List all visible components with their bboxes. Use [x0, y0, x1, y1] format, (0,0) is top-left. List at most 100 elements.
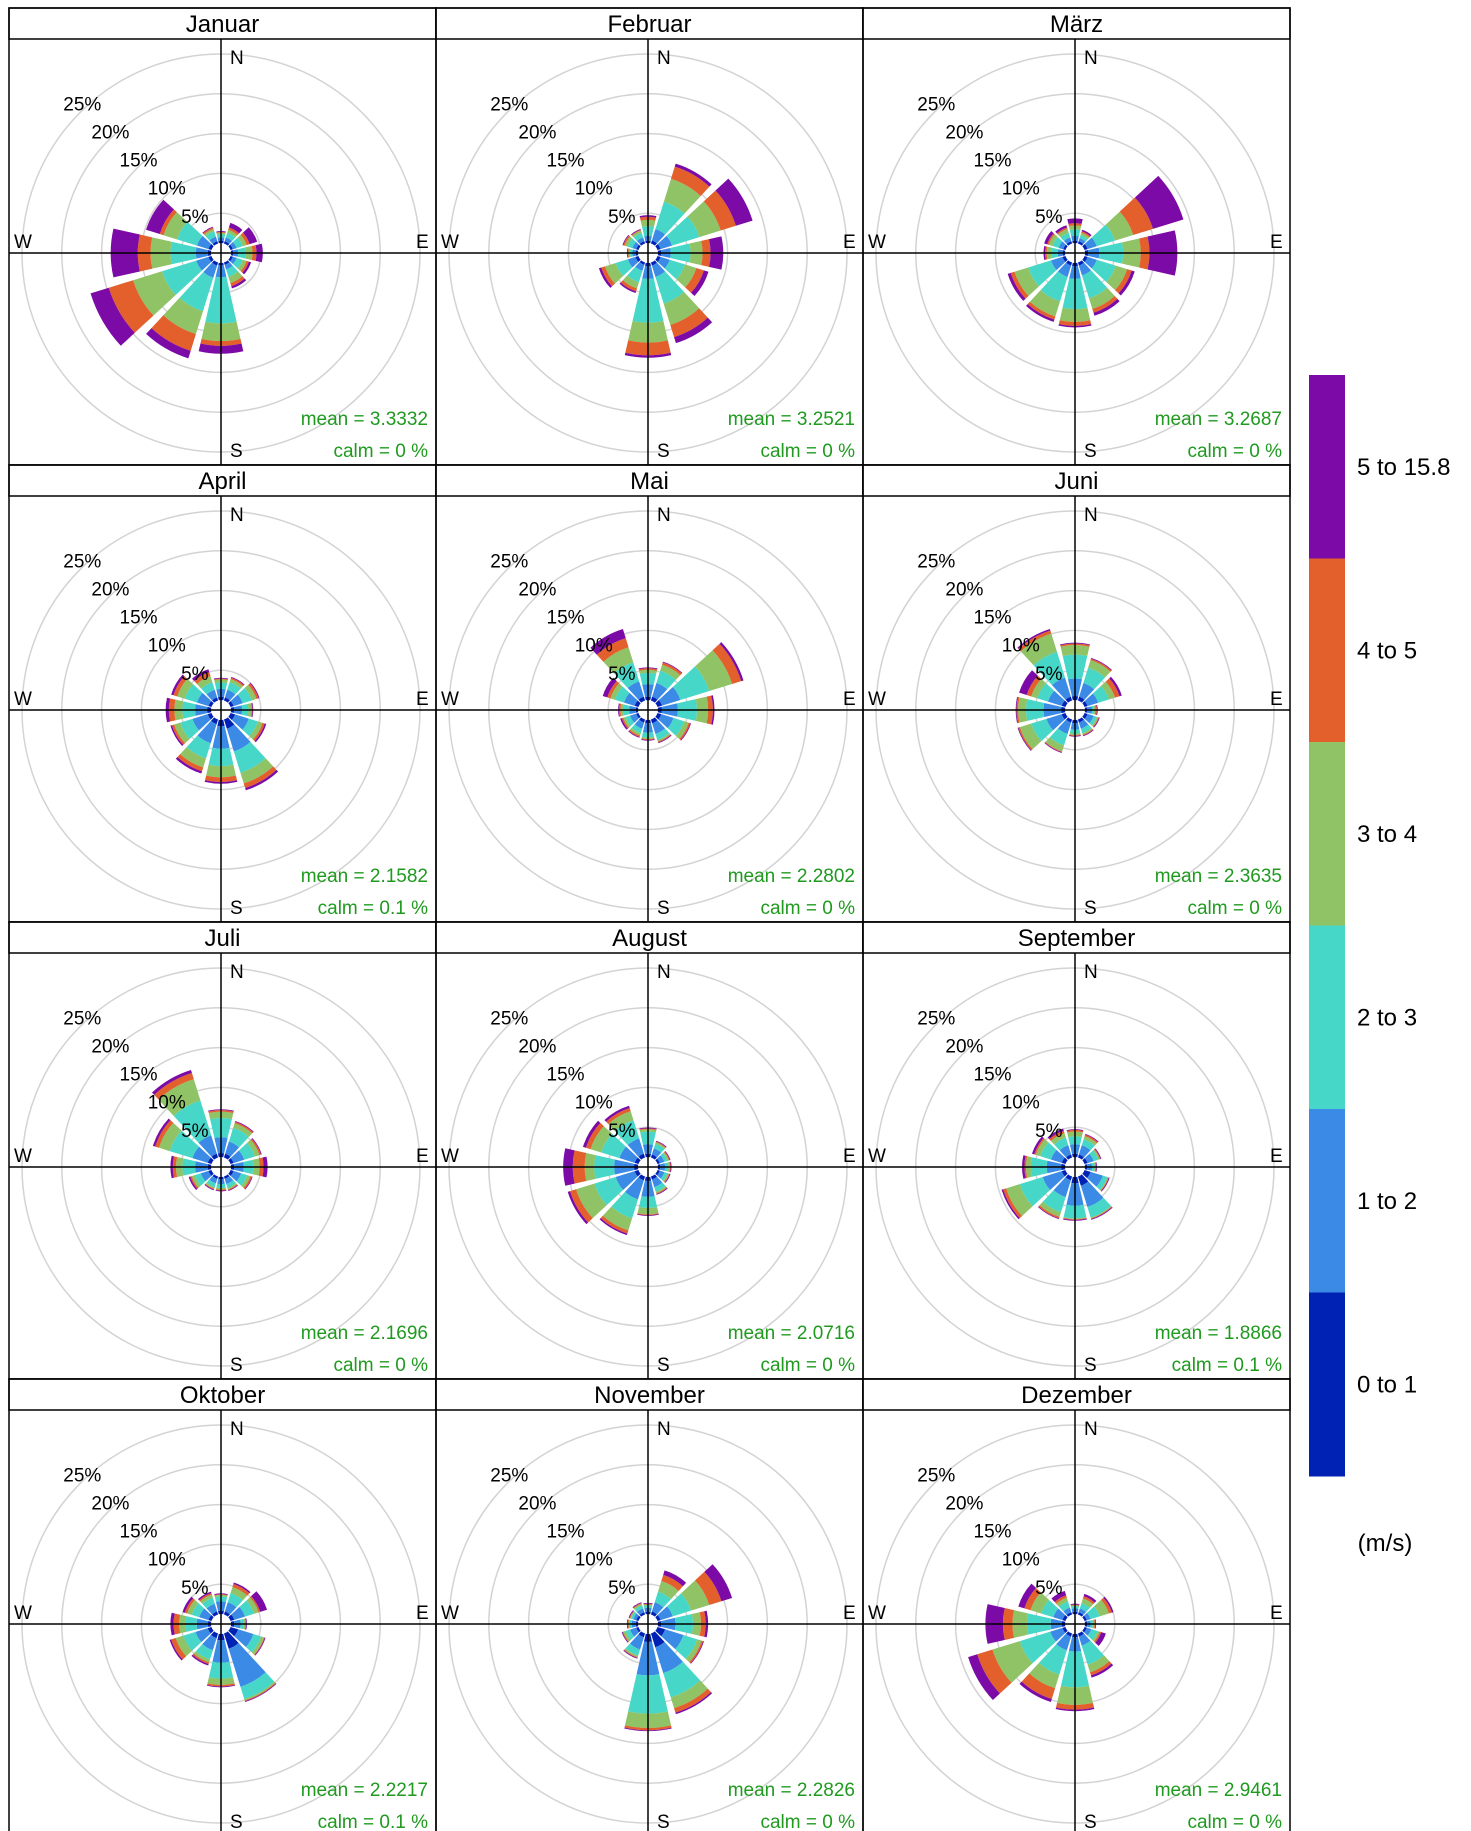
petal-240deg-bin-4 [576, 1183, 607, 1219]
petal-210deg-bin-1 [1066, 717, 1073, 723]
petal-240deg-bin-5 [1018, 727, 1033, 751]
petal-300deg-bin-2 [196, 692, 212, 707]
petal-240deg-bin-4 [191, 1175, 201, 1188]
mean-value: mean = 2.1696 [301, 1323, 428, 1344]
petal-60deg-bin-6 [251, 1138, 262, 1155]
panel-title: März [1050, 11, 1103, 38]
petal-120deg-bin-4 [1099, 1177, 1109, 1191]
petal-120deg-bin-4 [249, 721, 263, 740]
petal-330deg-bin-5 [1054, 1595, 1067, 1604]
petal-330deg-bin-3 [633, 232, 644, 241]
petal-330deg-bin-6 [1047, 1128, 1064, 1140]
mean-value: mean = 2.3635 [1155, 866, 1282, 887]
petal-240deg-bin-6 [598, 267, 613, 288]
compass-e: E [1270, 1146, 1283, 1167]
petal-240deg-bin-4 [604, 263, 624, 284]
panel-strip [862, 7, 1291, 40]
ring-label: 15% [547, 1065, 585, 1086]
petal-30deg-bin-6 [1083, 1593, 1097, 1603]
compass-n: N [1084, 505, 1098, 526]
ring-label: 15% [547, 151, 585, 172]
legend-swatch [1309, 1292, 1345, 1477]
petal-30deg-bin-1 [223, 1611, 230, 1617]
petal-120deg-bin-6 [1093, 717, 1100, 728]
petal-240deg-bin-1 [207, 1626, 214, 1634]
petal-120deg-bin-6 [680, 723, 692, 741]
petal-180deg-bin-5 [1063, 1217, 1087, 1220]
petal-30deg-bin-3 [1079, 235, 1088, 242]
petal-60deg-bin-1 [1082, 1158, 1088, 1165]
petal-240deg-bin-4 [133, 271, 176, 316]
petal-300deg-bin-6 [622, 234, 629, 246]
petal-60deg-bin-5 [249, 1596, 261, 1613]
petal-60deg-bin-1 [1082, 244, 1088, 251]
petal-150deg-bin-5 [227, 1184, 238, 1191]
petal-300deg-bin-3 [627, 238, 636, 249]
petal-330deg-bin-4 [203, 228, 215, 237]
petal-120deg-bin-6 [254, 1637, 266, 1656]
compass-e: E [843, 1146, 856, 1167]
petal-300deg-bin-6 [1018, 1583, 1037, 1609]
petal-150deg-bin-6 [1093, 298, 1120, 316]
petal-150deg-bin-5 [1092, 295, 1118, 313]
petal-210deg-bin-4 [193, 1651, 211, 1663]
petal-300deg-bin-6 [602, 677, 617, 698]
petal-210deg-bin-4 [163, 297, 203, 335]
petal-330deg-bin-1 [212, 697, 219, 703]
petal-330deg-bin-5 [606, 1108, 631, 1125]
ring-label: 20% [91, 579, 129, 600]
petal-330deg-bin-2 [1063, 237, 1072, 244]
petal-300deg-bin-3 [1037, 683, 1055, 702]
petal-150deg-bin-3 [233, 741, 266, 773]
petal-240deg-bin-1 [634, 1169, 641, 1177]
ring-label: 5% [1035, 207, 1063, 228]
petal-240deg-bin-2 [192, 714, 211, 731]
petal-90deg-bin-6 [711, 695, 715, 725]
petal-150deg-bin-2 [651, 1176, 663, 1188]
petal-150deg-bin-3 [1087, 1197, 1111, 1218]
petal-120deg-bin-1 [228, 712, 236, 721]
petal-330deg-bin-4 [603, 647, 634, 674]
petal-30deg-bin-6 [662, 661, 683, 674]
petal-120deg-bin-3 [236, 1173, 248, 1186]
petal-120deg-bin-5 [689, 1640, 704, 1664]
petal-330deg-bin-4 [1050, 1133, 1066, 1145]
panel-title: September [1018, 925, 1135, 952]
petal-240deg-bin-3 [1019, 1177, 1051, 1207]
petal-300deg-bin-3 [191, 1603, 205, 1618]
petal-60deg-bin-3 [237, 688, 252, 704]
petal-60deg-bin-6 [242, 227, 258, 245]
panel-title: Januar [186, 11, 259, 38]
petal-330deg-bin-2 [206, 1603, 218, 1615]
petal-60deg-bin-1 [228, 1614, 235, 1622]
ring-label: 15% [120, 151, 158, 172]
petal-240deg-bin-3 [1031, 718, 1054, 742]
compass-w: W [441, 232, 459, 253]
petal-330deg-bin-4 [200, 1594, 213, 1604]
calm-value: calm = 0 % [1187, 1812, 1282, 1831]
petal-30deg-bin-4 [663, 178, 701, 214]
petal-30deg-bin-2 [225, 1141, 240, 1157]
petal-210deg-bin-4 [624, 1648, 639, 1658]
petal-30deg-bin-4 [1088, 660, 1111, 678]
petal-330deg-bin-4 [158, 1079, 201, 1116]
petal-30deg-bin-1 [650, 1154, 657, 1160]
petal-120deg-bin-1 [228, 255, 233, 262]
ring-label: 25% [917, 94, 955, 115]
petal-60deg-bin-2 [657, 235, 673, 250]
petal-180deg-bin-6 [204, 780, 238, 784]
compass-n: N [657, 505, 671, 526]
petal-60deg-bin-3 [667, 1593, 692, 1617]
petal-60deg-bin-1 [655, 244, 661, 251]
compass-s: S [1084, 1355, 1097, 1376]
petal-60deg-bin-6 [1109, 676, 1122, 697]
compass-e: E [416, 232, 429, 253]
petal-300deg-bin-5 [1034, 1138, 1045, 1155]
petal-210deg-bin-1 [1066, 1631, 1073, 1637]
petal-30deg-bin-3 [227, 682, 241, 695]
petal-30deg-bin-6 [655, 1140, 667, 1148]
